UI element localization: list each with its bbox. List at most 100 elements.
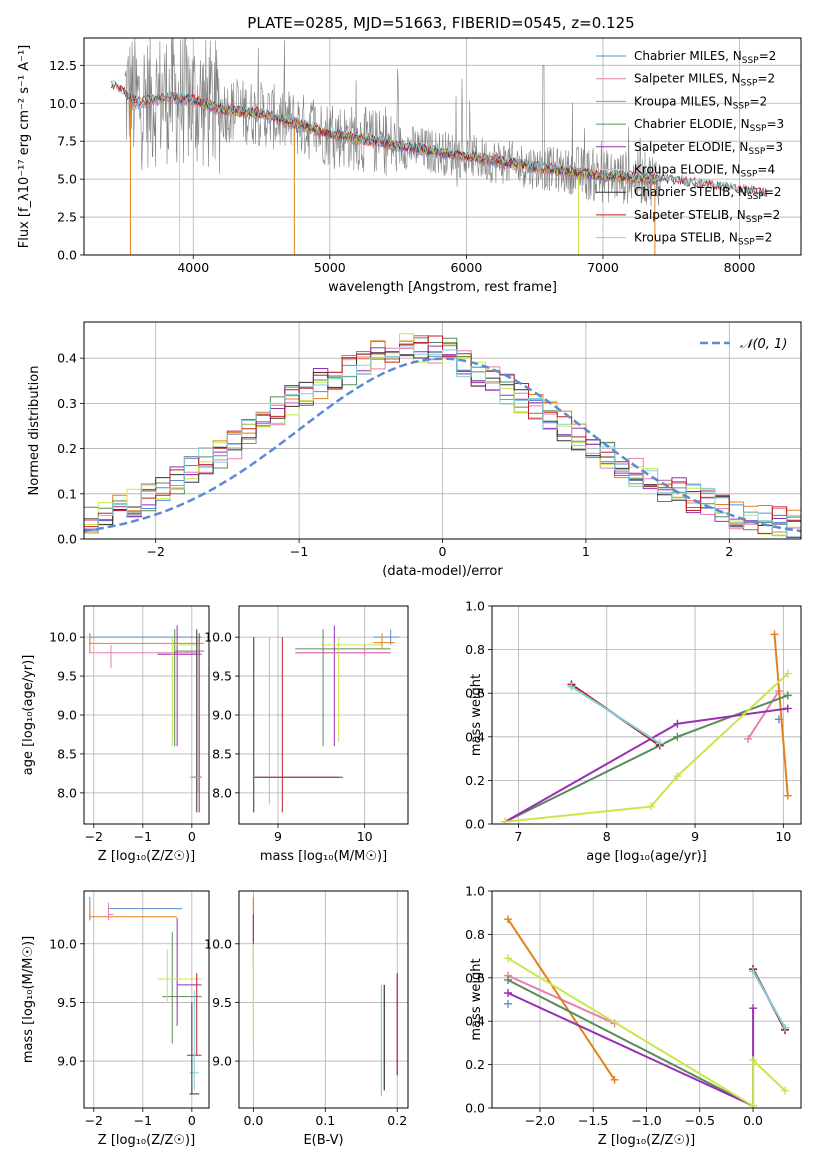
aw-frame — [491, 605, 802, 825]
ma-ytick-label: 9.0 — [212, 708, 232, 723]
em-plot-area — [252, 896, 398, 1097]
hist-ytick-label: 0.3 — [57, 396, 77, 411]
zw-point-kroupa_elodie — [749, 1101, 758, 1108]
aw-series-line-kroupa_stelib — [570, 685, 661, 745]
spectrum-ytick-label: 7.5 — [57, 134, 77, 149]
legend-label-chabrier_elodie: Chabrier ELODIE, NSSP=3 — [634, 117, 784, 134]
em-ytick-label: 9.5 — [212, 995, 232, 1010]
zw-point-kroupa_elodie — [749, 1056, 758, 1065]
za-frame — [83, 605, 210, 825]
za-ytick-label: 8.5 — [57, 746, 77, 761]
zw-xtick-label: −1.5 — [578, 1113, 608, 1128]
zw-xtick-label: 0.0 — [743, 1113, 763, 1128]
legend-label-tail: =2 — [755, 231, 773, 245]
legend-label-subscript: SSP — [750, 124, 767, 134]
zw-ytick-label: 0.6 — [465, 970, 485, 985]
zm-ytick-label: 9.5 — [57, 995, 77, 1010]
legend-label-tail: =3 — [766, 117, 784, 131]
legend-label-salpeter_stelib: Salpeter STELIB, NSSP=2 — [634, 208, 780, 225]
zw-series-line-salpeter_elodie — [507, 992, 755, 1108]
hist-ytick-label: 0.2 — [57, 441, 77, 456]
aw-point-kroupa_miles — [770, 630, 779, 639]
aw-series-line-kroupa_miles — [773, 634, 789, 796]
legend-label-kroupa_miles: Kroupa MILES, NSSP=2 — [634, 94, 767, 111]
zm-plot-area — [89, 896, 202, 1095]
aw-ylabel: mass weight — [469, 674, 484, 756]
zw-point-salpeter_elodie — [503, 988, 512, 997]
aw-point-kroupa_elodie — [501, 817, 510, 824]
zw-series-line-chabrier_elodie — [507, 979, 754, 1107]
spectrum-frame — [83, 37, 802, 256]
legend-label-tail: =2 — [759, 49, 777, 63]
zw-point-chabrier_miles — [503, 999, 512, 1008]
aw-point-salpeter_miles — [744, 734, 753, 743]
zw-ylabel: mass weight — [469, 958, 484, 1040]
ma-frame — [238, 605, 409, 825]
za-xlabel: Z [log₁₀(Z/Z☉)] — [98, 849, 195, 864]
spectrum-xtick-label: 5000 — [314, 260, 346, 275]
za-ytick-label: 9.0 — [57, 708, 77, 723]
spectrum-xtick-label: 4000 — [177, 260, 209, 275]
zw-point-kroupa_stelib — [781, 1023, 790, 1032]
aw-point-salpeter_elodie — [673, 719, 682, 728]
zw-point-kroupa_stelib — [749, 967, 758, 976]
ma-plot-area — [252, 625, 400, 813]
legend-label-chabrier_stelib: Chabrier STELIB, NSSP=2 — [634, 185, 782, 202]
zw-ytick-label: 0.0 — [465, 1101, 485, 1116]
zw-plot-area — [503, 915, 790, 1108]
aw-axes: 7 8 9 10 0.0 0.2 0.4 0.6 0.8 1.0 — [465, 599, 801, 844]
em-frame — [238, 890, 409, 1109]
aw-ytick-label: 0.0 — [465, 817, 485, 832]
ma-xtick-label: 9 — [274, 829, 282, 844]
aw-xtick-label: 10 — [775, 829, 791, 844]
zw-point-kroupa_elodie — [503, 954, 512, 963]
hist-axes: −2 −1 0 1 2 0.0 0.1 0.2 0.3 0.4 — [57, 322, 801, 559]
aw-point-chabrier_elodie — [673, 732, 682, 741]
hist-xtick-label: −2 — [146, 544, 164, 559]
ma-axes: 9 10 8.0 8.5 9.0 9.5 10.0 — [204, 606, 408, 844]
zm-ytick-label: 10.0 — [49, 936, 77, 951]
aw-point-salpeter_elodie — [783, 704, 792, 713]
zw-ytick-label: 1.0 — [465, 884, 485, 899]
zw-point-salpeter_elodie — [749, 1004, 758, 1013]
em-ytick-label: 9.0 — [212, 1054, 232, 1069]
aw-ytick-label: 1.0 — [465, 599, 485, 614]
aw-ytick-label: 0.8 — [465, 642, 485, 657]
aw-xlabel: age [log₁₀(age/yr)] — [586, 849, 707, 864]
aw-point-kroupa_elodie — [673, 772, 682, 781]
legend-label-tail: =2 — [763, 208, 781, 222]
ma-xtick-label: 10 — [357, 829, 373, 844]
zw-point-kroupa_elodie — [781, 1086, 790, 1095]
legend-label-subscript: SSP — [733, 101, 750, 111]
hist-xtick-label: 1 — [582, 544, 590, 559]
legend-label-tail: =3 — [765, 140, 783, 154]
aw-xtick-label: 7 — [515, 829, 523, 844]
legend-label-subscript: SSP — [746, 215, 763, 225]
ma-ytick-label: 10.0 — [204, 630, 232, 645]
hist-ytick-label: 0.4 — [57, 351, 77, 366]
legend-label-main: Salpeter STELIB, N — [634, 208, 746, 222]
spectrum-ytick-label: 12.5 — [49, 58, 77, 73]
aw-point-kroupa_stelib — [655, 739, 664, 748]
aw-point-chabrier_elodie — [783, 691, 792, 700]
spectrum-ytick-label: 2.5 — [57, 210, 77, 225]
aw-ytick-label: 0.6 — [465, 686, 485, 701]
legend-label-main: Kroupa STELIB, N — [634, 231, 738, 245]
spectrum-xtick-label: 8000 — [724, 260, 756, 275]
aw-point-kroupa_stelib — [567, 682, 576, 691]
zw-point-kroupa_miles — [610, 1075, 619, 1084]
legend-label-subscript: SSP — [748, 147, 765, 157]
zm-xtick-label: −1 — [134, 1113, 152, 1128]
aw-xtick-label: 8 — [603, 829, 611, 844]
zw-xlabel: Z [log₁₀(Z/Z☉)] — [598, 1133, 695, 1148]
za-ytick-label: 8.0 — [57, 785, 77, 800]
zm-xtick-label: −2 — [85, 1113, 103, 1128]
spectrum-plot-area — [110, 38, 768, 255]
hist-plot-area — [84, 333, 801, 538]
aw-plot-area — [501, 630, 792, 824]
ma-xlabel: mass [log₁₀(M/M☉)] — [260, 849, 387, 864]
legend-label-kroupa_elodie: Kroupa ELODIE, NSSP=4 — [634, 163, 775, 180]
legend-label-salpeter_miles: Salpeter MILES, NSSP=2 — [634, 72, 775, 89]
